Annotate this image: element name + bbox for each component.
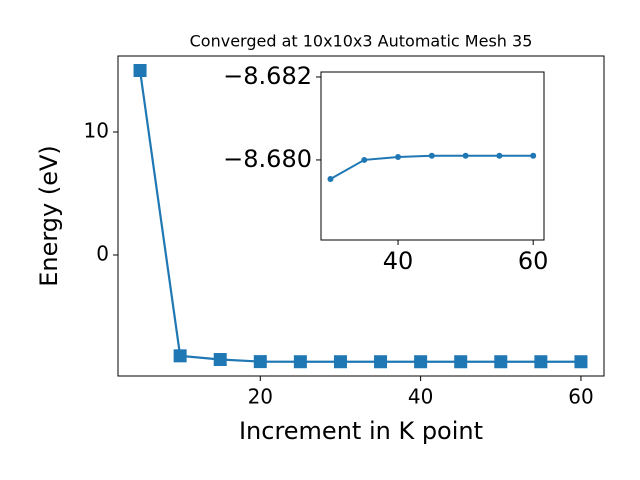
marker bbox=[414, 355, 428, 369]
marker bbox=[173, 349, 187, 363]
marker bbox=[574, 355, 588, 369]
marker bbox=[293, 355, 307, 369]
marker bbox=[454, 355, 468, 369]
x-axis-label: Increment in K point bbox=[239, 417, 483, 445]
data-line bbox=[138, 70, 581, 363]
marker bbox=[333, 355, 347, 369]
y-tick-label: 10 bbox=[84, 119, 109, 143]
marker bbox=[534, 355, 548, 369]
marker bbox=[494, 355, 508, 369]
y-tick-label: 0 bbox=[96, 241, 109, 265]
x-tick-label: 60 bbox=[518, 247, 549, 275]
marker bbox=[374, 355, 388, 369]
marker bbox=[213, 353, 227, 367]
chart-title: Converged at 10x10x3 Automatic Mesh 35 bbox=[190, 32, 533, 51]
marker bbox=[253, 355, 267, 369]
marker bbox=[133, 64, 147, 78]
y-axis-label: Energy (eV) bbox=[35, 145, 63, 287]
marker bbox=[530, 152, 537, 159]
y-tick-label: −8.682 bbox=[223, 62, 312, 90]
x-tick-label: 40 bbox=[383, 247, 414, 275]
y-tick-label: −8.680 bbox=[223, 145, 312, 173]
marker bbox=[361, 156, 368, 163]
marker bbox=[496, 152, 503, 159]
marker bbox=[462, 152, 469, 159]
x-tick-label: 20 bbox=[248, 385, 273, 409]
x-tick-label: 40 bbox=[408, 385, 433, 409]
marker bbox=[395, 154, 402, 161]
x-tick-label: 60 bbox=[568, 385, 593, 409]
marker bbox=[327, 176, 334, 183]
marker bbox=[428, 152, 435, 159]
